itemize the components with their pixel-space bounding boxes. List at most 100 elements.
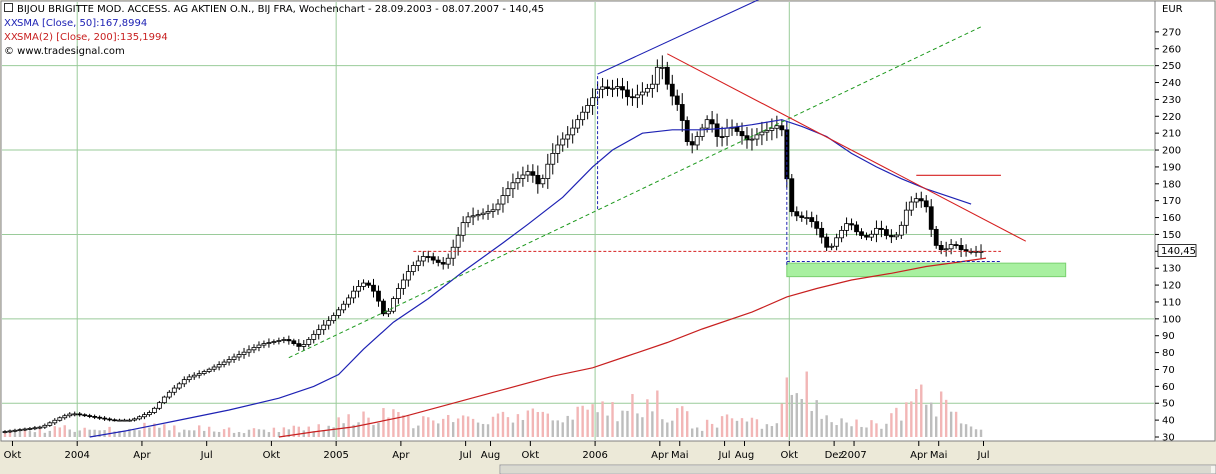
chart-title: BIJOU BRIGITTE MOD. ACCESS. AG AKTIEN O.… [17,4,545,15]
x-tick-label: Jul [976,450,989,461]
candle-body [301,344,307,347]
volume-bar [466,416,470,437]
volume-bar [949,411,953,437]
candle-body [371,284,376,292]
volume-bar [925,404,928,437]
candle-body [221,361,227,365]
candle-body [879,227,884,230]
candle-body [620,86,625,91]
candle-body [545,163,551,179]
candle-body [809,217,815,223]
sma200-line [278,257,987,438]
legend-source: © www.tradesignal.com [4,45,544,59]
candle-body [734,126,740,132]
candle-body [739,131,745,137]
volume-bar [596,412,599,437]
candle-body [893,234,899,238]
candle-body [171,387,177,393]
candle-body [600,86,605,90]
candle-body [854,224,859,233]
volume-bar [292,425,296,437]
candle-body [724,127,730,137]
volume-bar [148,427,151,437]
checkbox-icon[interactable] [4,3,13,12]
volume-bar [860,426,863,437]
candle-body [829,245,835,248]
volume-bar [397,412,400,437]
volume-bar [437,423,440,437]
candle-body [386,310,391,315]
candle-body [425,256,431,258]
volume-bar [551,420,554,437]
candle-body [923,200,929,208]
candle-body [410,265,416,272]
candle-body [351,290,356,299]
volume-bar [327,425,330,437]
y-tick-label: 260 [1162,44,1181,55]
x-tick-label: Jul [459,450,472,461]
volume-bar [357,422,360,437]
x-tick-label: Mai [671,450,689,461]
candle-body [460,222,466,236]
volume-bar [252,428,256,437]
candle-body [744,135,750,141]
candle-body [824,236,830,248]
volume-bar [43,432,47,437]
volume-bar [810,410,813,437]
volume-bar [58,427,61,437]
horizontal-scrollbar-thumb[interactable] [501,466,1211,473]
candle-body [475,214,481,217]
volume-bar [212,431,216,437]
indicator-icon: XX [4,18,18,29]
volume-bar [606,415,609,437]
candle-body [107,418,112,421]
y-tick-label: 150 [1162,230,1181,241]
volume-bar [790,394,793,437]
x-tick-label: 2004 [64,450,89,461]
volume-bar [646,399,649,437]
candle-body [719,136,725,138]
candle-body [181,379,187,385]
downtrend-line [667,53,1027,242]
candle-body [859,231,864,236]
volume-bar [815,400,818,437]
candle-body [405,271,411,281]
candle-body [381,300,386,315]
volume-bar [496,413,500,437]
candle-body [316,329,322,335]
volume-bar [905,402,908,437]
y-tick-label: 70 [1162,365,1175,376]
candle-body [37,426,43,429]
volume-bar [133,429,136,437]
volume-bar [521,419,525,437]
volume-bar [93,429,96,437]
volume-bar [153,423,156,437]
volume-bar [556,420,559,437]
volume-bar [461,415,465,437]
candle-body [674,95,680,105]
candle-body [430,256,436,261]
volume-bar [890,413,893,437]
volume-bar [885,423,888,437]
candle-body [321,324,327,331]
candle-body [137,416,142,420]
candle-body [630,96,635,99]
candle-body [888,235,894,238]
candle-body [266,342,272,344]
volume-bar [491,416,495,437]
volume-bar [735,420,739,437]
y-tick-label: 100 [1162,314,1181,325]
volume-bar [666,422,669,437]
legend-item-sma200: XXSMA(2) [Close, 200]:135,1994 [4,31,544,45]
candle-body [814,221,820,229]
volume-bar [282,427,286,437]
x-tick-label: Okt [781,450,799,461]
candle-body [669,83,675,97]
plot-area [0,0,1156,442]
candle-body [869,233,874,238]
candle-body [450,246,456,259]
y-tick-label: 60 [1162,382,1175,393]
candle-body [834,237,840,247]
volume-bar [113,431,116,437]
volume-bar [626,410,629,437]
